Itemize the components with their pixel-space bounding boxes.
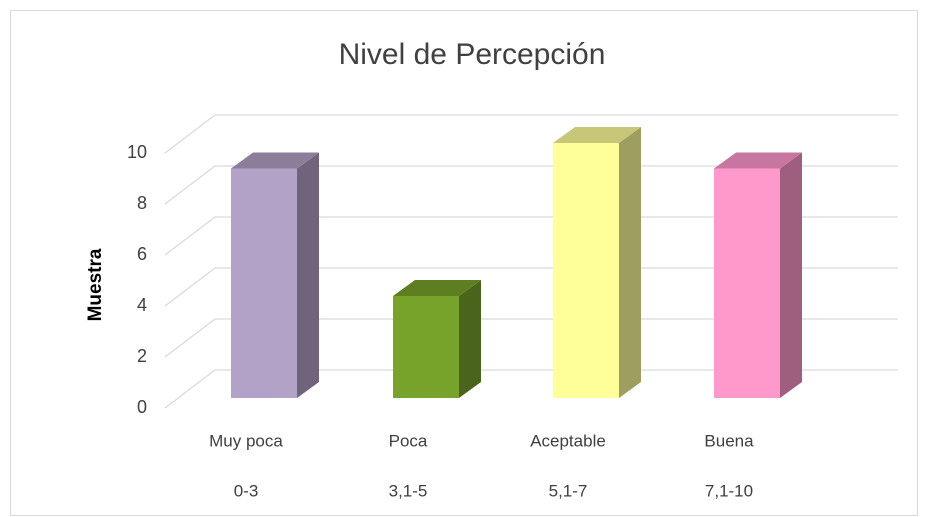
bar [714, 152, 802, 398]
bar-side [619, 127, 641, 398]
bar [231, 152, 319, 398]
bar-side [780, 152, 802, 398]
bar-front [553, 143, 619, 398]
bar-side [297, 152, 319, 398]
x-tick-label: Aceptable [530, 431, 606, 450]
x-tick-label: 5,1-7 [549, 481, 588, 500]
x-tick-label: Muy poca [209, 431, 283, 450]
grid-line [164, 369, 898, 409]
bar-side [459, 280, 481, 398]
x-tick-label: Buena [704, 431, 754, 450]
y-tick-label: 0 [137, 397, 147, 417]
bar-front [393, 296, 459, 398]
bar-top [714, 152, 802, 169]
bar-front [714, 168, 780, 398]
bar-top [393, 280, 481, 296]
chart-title: Nivel de Percepción [339, 38, 606, 71]
y-tick-label: 2 [137, 346, 147, 366]
y-axis-label: Muestra [85, 248, 106, 321]
y-tick-label: 8 [137, 193, 147, 213]
y-tick-label: 6 [137, 244, 147, 264]
grid-line [164, 216, 898, 256]
bar [553, 127, 641, 398]
grid-line [164, 165, 898, 205]
bar-front [231, 168, 297, 398]
x-tick-label: Poca [389, 431, 428, 450]
grid-line [164, 318, 898, 358]
bar-top [553, 127, 641, 143]
y-tick-label: 4 [137, 295, 147, 315]
x-tick-label: 0-3 [234, 481, 259, 500]
grid-line [164, 267, 898, 307]
x-tick-label: 7,1-10 [705, 481, 753, 500]
x-tick-label: 3,1-5 [389, 481, 428, 500]
bar [393, 280, 481, 398]
grid-line [164, 114, 898, 154]
y-tick-label: 10 [127, 142, 147, 162]
bar-top [231, 152, 319, 169]
